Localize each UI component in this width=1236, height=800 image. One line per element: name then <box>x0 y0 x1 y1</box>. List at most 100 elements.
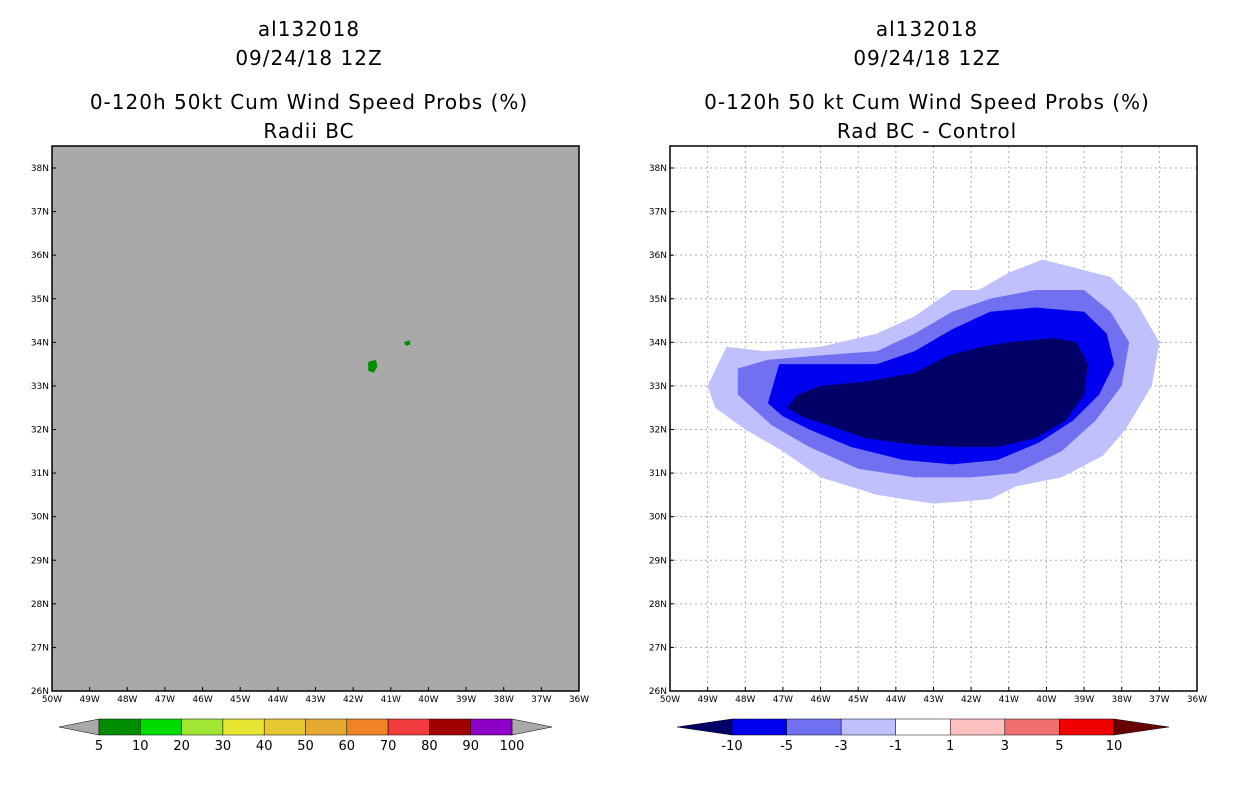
x-tick-label: 43W <box>923 695 943 705</box>
colorbar-label: 20 <box>173 739 190 754</box>
colorbar-label: -3 <box>835 739 848 754</box>
y-tick-label: 34N <box>649 338 667 348</box>
x-tick-label: 47W <box>155 695 175 705</box>
colorbar-end-arrow <box>676 718 733 736</box>
colorbar-label: 80 <box>421 739 438 754</box>
probability-patch <box>404 340 411 346</box>
colorbar-label: 100 <box>500 739 525 754</box>
y-tick-label: 35N <box>31 295 49 305</box>
left-chart-panel: al132018 09/24/18 12Z 0-120h 50kt Cum Wi… <box>31 17 589 754</box>
colorbar-swatch <box>181 718 224 736</box>
x-tick-label: 46W <box>192 695 212 705</box>
x-tick-label: 50W <box>660 695 680 705</box>
colorbar-end-arrow <box>58 718 100 736</box>
storm-id: al132018 <box>875 17 979 41</box>
y-tick-label: 33N <box>31 382 49 392</box>
x-tick-label: 39W <box>456 695 476 705</box>
colorbar-label: 1 <box>946 739 954 754</box>
x-tick-label: 46W <box>810 695 830 705</box>
x-tick-label: 41W <box>381 695 401 705</box>
colorbar-end-arrow <box>1113 718 1170 736</box>
y-tick-label: 35N <box>649 295 667 305</box>
x-tick-label: 43W <box>305 695 325 705</box>
colorbar-label: 90 <box>462 739 479 754</box>
colorbar-label: 3 <box>1001 739 1009 754</box>
colorbar-swatch <box>429 718 471 736</box>
colorbar-end-arrow <box>511 718 553 736</box>
probability-map: 50W 49W 48W 47W 46W 45W 44W 43W 42W 41W 40W 39W 38W 3… <box>31 145 589 754</box>
y-tick-label: 28N <box>649 600 667 610</box>
colorbar-swatch <box>263 718 306 736</box>
x-tick-label: 36W <box>1187 695 1207 705</box>
colorbar-swatch <box>731 718 787 736</box>
colorbar-label: -1 <box>889 739 902 754</box>
x-tick-label: 45W <box>848 695 868 705</box>
y-tick-label: 37N <box>649 208 667 218</box>
colorbar-swatch <box>140 718 182 736</box>
y-tick-label: 34N <box>31 338 49 348</box>
y-tick-label: 31N <box>31 469 49 479</box>
x-tick-label: 38W <box>494 695 514 705</box>
colorbar-label: 5 <box>95 739 103 754</box>
forecast-datetime: 09/24/18 12Z <box>853 46 1001 70</box>
x-tick-label: 39W <box>1074 695 1094 705</box>
colorbar-swatch <box>1059 718 1115 736</box>
colorbar-label: 5 <box>1055 739 1063 754</box>
colorbar-label: 50 <box>297 739 314 754</box>
x-tick-label: 49W <box>79 695 99 705</box>
y-tick-label: 33N <box>649 382 667 392</box>
colorbar-swatch <box>387 718 430 736</box>
y-tick-label: 27N <box>649 643 667 653</box>
y-tick-label: 29N <box>31 556 49 566</box>
x-tick-label: 49W <box>697 695 717 705</box>
colorbar-label: 10 <box>132 739 149 754</box>
colorbar-label: 10 <box>1106 739 1123 754</box>
chart-title: 0-120h 50 kt Cum Wind Speed Probs (%) <box>704 90 1150 114</box>
y-tick-label: 36N <box>649 251 667 261</box>
y-tick-label: 27N <box>31 643 49 653</box>
colorbar-swatch <box>305 718 348 736</box>
colorbar-swatch <box>346 718 389 736</box>
colorbar-swatch <box>840 718 896 736</box>
y-tick-label: 30N <box>649 513 667 523</box>
colorbar-label: -10 <box>721 739 742 754</box>
right-chart-panel: al132018 09/24/18 12Z 0-120h 50 kt Cum W… <box>618 0 1236 800</box>
x-tick-label: 42W <box>343 695 363 705</box>
chart-title: 0-120h 50kt Cum Wind Speed Probs (%) <box>89 90 529 114</box>
y-tick-label: 26N <box>31 687 49 697</box>
probability-patch <box>368 359 378 373</box>
chart-subtitle: Radii BC <box>263 119 355 143</box>
x-tick-label: 40W <box>1036 695 1056 705</box>
y-tick-label: 31N <box>649 469 667 479</box>
x-tick-label: 41W <box>999 695 1019 705</box>
colorbar-label: 60 <box>339 739 356 754</box>
x-tick-label: 45W <box>230 695 250 705</box>
y-tick-label: 30N <box>31 513 49 523</box>
x-tick-label: 40W <box>418 695 438 705</box>
y-tick-label: 28N <box>31 600 49 610</box>
x-tick-label: 36W <box>569 695 589 705</box>
x-tick-label: 44W <box>268 695 288 705</box>
colorbar-label: 70 <box>380 739 397 754</box>
colorbar-label: 40 <box>256 739 273 754</box>
x-tick-label: 44W <box>886 695 906 705</box>
colorbar-label: 30 <box>215 739 232 754</box>
y-tick-label: 38N <box>649 164 667 174</box>
x-tick-label: 37W <box>531 695 551 705</box>
colorbar-swatch <box>895 718 951 736</box>
colorbar-swatch <box>98 718 141 736</box>
forecast-datetime: 09/24/18 12Z <box>235 46 383 70</box>
y-tick-label: 32N <box>649 426 667 436</box>
y-tick-label: 37N <box>31 208 49 218</box>
chart-subtitle: Rad BC - Control <box>836 119 1018 143</box>
x-tick-label: 38W <box>1112 695 1132 705</box>
x-tick-label: 50W <box>42 695 62 705</box>
colorbar-label: -5 <box>780 739 793 754</box>
colorbar-swatch <box>1004 718 1060 736</box>
contour-region <box>786 338 1088 447</box>
y-tick-label: 29N <box>649 556 667 566</box>
colorbar-swatch <box>222 718 265 736</box>
y-tick-label: 36N <box>31 251 49 261</box>
colorbar-swatch <box>950 718 1006 736</box>
plot-area <box>52 146 579 691</box>
